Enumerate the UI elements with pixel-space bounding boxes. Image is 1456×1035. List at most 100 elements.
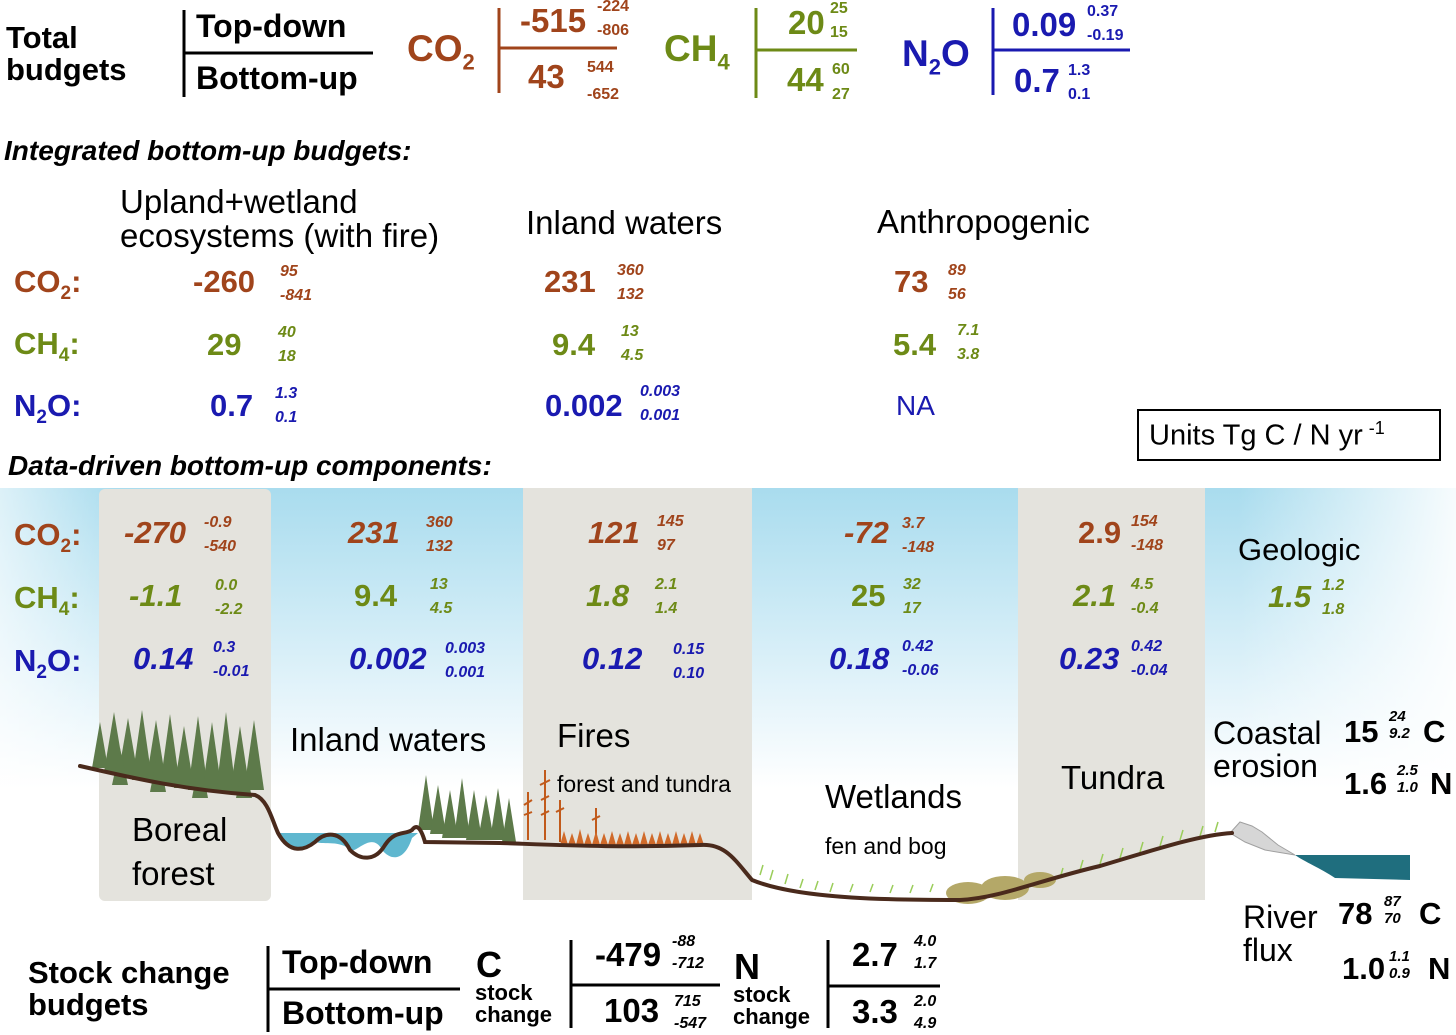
dd-ch4-tundra: 2.1 xyxy=(1073,578,1117,613)
integrated-ch4-inland-range: 13 4.5 xyxy=(621,323,644,364)
integrated-ch4-anthro-range: 7.1 3.8 xyxy=(957,322,980,363)
total-n2o-label: N2O xyxy=(902,33,970,80)
coastal-n-unit: N xyxy=(1430,766,1453,801)
dd-co2-boreal: -270 xyxy=(124,515,187,550)
data-driven-heading: Data-driven bottom-up components: xyxy=(8,450,492,481)
c-stock-letter: C xyxy=(476,944,502,985)
geologic-ch4-range: 1.2 1.8 xyxy=(1322,577,1345,618)
total-bottomup-label: Bottom-up xyxy=(196,60,358,96)
coastal-c-value: 15 xyxy=(1344,714,1379,749)
geologic-ch4: 1.5 xyxy=(1268,579,1312,614)
dd-ch4-boreal: -1.1 xyxy=(129,578,183,613)
total-ch4-label: CH4 xyxy=(664,28,730,75)
ground-line xyxy=(78,764,1234,903)
dd-n2o-wetlands: 0.18 xyxy=(829,641,890,676)
river-c-value: 78 xyxy=(1338,896,1373,931)
dd-n2o-label: N2O: xyxy=(14,643,82,684)
dd-co2-tundra-range: 154 -148 xyxy=(1131,513,1164,554)
geologic-label: Geologic xyxy=(1238,532,1361,567)
total-ch4-bottomup-range: 60 27 xyxy=(832,61,850,103)
total-co2-topdown: -515 xyxy=(520,2,587,39)
integrated-co2-anthro: 73 xyxy=(894,264,929,299)
tundra-label: Tundra xyxy=(1061,759,1165,796)
n-stock-topdown-range: 4.0 1.7 xyxy=(914,933,937,972)
integrated-col-inland: Inland waters xyxy=(526,204,723,241)
total-n2o-bottomup-range: 1.3 0.1 xyxy=(1068,62,1091,103)
ocean-water xyxy=(1295,855,1410,880)
dd-n2o-tundra: 0.23 xyxy=(1059,641,1120,676)
c-stock-label: stock change xyxy=(475,980,553,1027)
dd-n2o-tundra-range: 0.42 -0.04 xyxy=(1131,638,1168,679)
total-n2o-bottomup: 0.7 xyxy=(1014,62,1060,99)
n-stock-topdown: 2.7 xyxy=(852,936,898,973)
integrated-ch4-upland: 29 xyxy=(207,327,242,362)
dd-ch4-tundra-range: 4.5 -0.4 xyxy=(1131,576,1159,617)
integrated-co2-upland-range: 95 -841 xyxy=(280,263,313,304)
stock-budgets-dividers xyxy=(266,940,940,1032)
river-c-range: 87 70 xyxy=(1384,893,1401,927)
integrated-n2o-inland-range: 0.003 0.001 xyxy=(640,383,681,424)
dd-co2-tundra: 2.9 xyxy=(1078,515,1122,550)
total-co2-bottomup: 43 xyxy=(528,58,565,95)
c-stock-topdown: -479 xyxy=(595,936,662,973)
total-budgets-dividers xyxy=(182,10,373,97)
fires-sublabel: forest and tundra xyxy=(557,771,731,797)
river-n-range: 1.1 0.9 xyxy=(1389,948,1410,982)
dd-co2-label: CO2: xyxy=(14,517,82,558)
dd-ch4-label: CH4: xyxy=(14,580,80,621)
total-ch4-bottomup: 44 xyxy=(787,61,824,98)
dd-co2-inland-range: 360 132 xyxy=(426,514,453,555)
coastal-c-unit: C xyxy=(1423,714,1446,749)
integrated-co2-anthro-range: 89 56 xyxy=(948,262,966,303)
coastal-cliff xyxy=(1229,821,1296,856)
dd-co2-fires-range: 145 97 xyxy=(657,513,684,554)
integrated-n2o-upland-range: 1.3 0.1 xyxy=(275,385,298,426)
dd-n2o-boreal: 0.14 xyxy=(133,641,194,676)
total-topdown-label: Top-down xyxy=(196,8,347,44)
boreal-trees xyxy=(92,710,264,798)
total-n2o-topdown-range: 0.37 -0.19 xyxy=(1087,3,1124,44)
n-stock-label: stock change xyxy=(733,982,811,1029)
dd-ch4-inland-range: 13 4.5 xyxy=(430,576,453,617)
total-co2-topdown-range: -224 -806 xyxy=(597,0,630,39)
integrated-col-anthropogenic: Anthropogenic xyxy=(877,203,1090,240)
total-co2-label: CO2 xyxy=(407,28,475,75)
fires-panel xyxy=(523,488,752,900)
integrated-ch4-anthro: 5.4 xyxy=(893,327,937,362)
total-co2-bottomup-range: 544 -652 xyxy=(587,59,620,103)
dd-co2-wetlands-range: 3.7 -148 xyxy=(902,515,935,556)
dd-n2o-fires-range: 0.15 0.10 xyxy=(673,641,705,682)
river-n-value: 1.0 xyxy=(1342,951,1386,986)
integrated-heading: Integrated bottom-up budgets: xyxy=(4,135,412,166)
c-stock-bottomup: 103 xyxy=(604,992,660,1029)
dd-co2-boreal-range: -0.9 -540 xyxy=(204,514,237,555)
dd-n2o-inland-range: 0.003 0.001 xyxy=(445,640,486,681)
stock-bottomup-label: Bottom-up xyxy=(282,995,444,1031)
stock-topdown-label: Top-down xyxy=(282,944,433,980)
integrated-n2o-label: N2O: xyxy=(14,388,82,429)
integrated-ch4-label: CH4: xyxy=(14,326,80,367)
grass xyxy=(759,821,1219,894)
dd-n2o-inland: 0.002 xyxy=(349,641,427,676)
integrated-col-upland: Upland+wetland ecosystems (with fire) xyxy=(120,183,440,254)
fires-label: Fires xyxy=(557,717,631,754)
river-n-unit: N xyxy=(1428,951,1451,986)
n-stock-bottomup-range: 2.0 4.9 xyxy=(914,993,937,1032)
coastal-erosion-label: Coastal erosion xyxy=(1213,715,1322,784)
dd-n2o-boreal-range: 0.3 -0.01 xyxy=(213,639,250,680)
tundra-panel xyxy=(1018,488,1205,900)
riparian-trees xyxy=(418,775,516,842)
stock-budgets-title: Stock change budgets xyxy=(28,955,230,1022)
coastal-n-range: 2.5 1.0 xyxy=(1397,762,1418,796)
dd-n2o-fires: 0.12 xyxy=(582,641,643,676)
dd-co2-fires: 121 xyxy=(588,515,640,550)
total-ch4-topdown-range: 25 15 xyxy=(830,0,848,41)
integrated-n2o-inland: 0.002 xyxy=(545,388,623,423)
total-budgets-title: Total budgets xyxy=(6,20,127,87)
integrated-n2o-upland: 0.7 xyxy=(210,388,254,423)
units-box: Units Tg C / N yr -1 xyxy=(1137,409,1441,461)
dd-ch4-inland: 9.4 xyxy=(354,578,398,613)
dd-ch4-wetlands-range: 32 17 xyxy=(903,576,921,617)
dd-ch4-wetlands: 25 xyxy=(851,578,886,613)
